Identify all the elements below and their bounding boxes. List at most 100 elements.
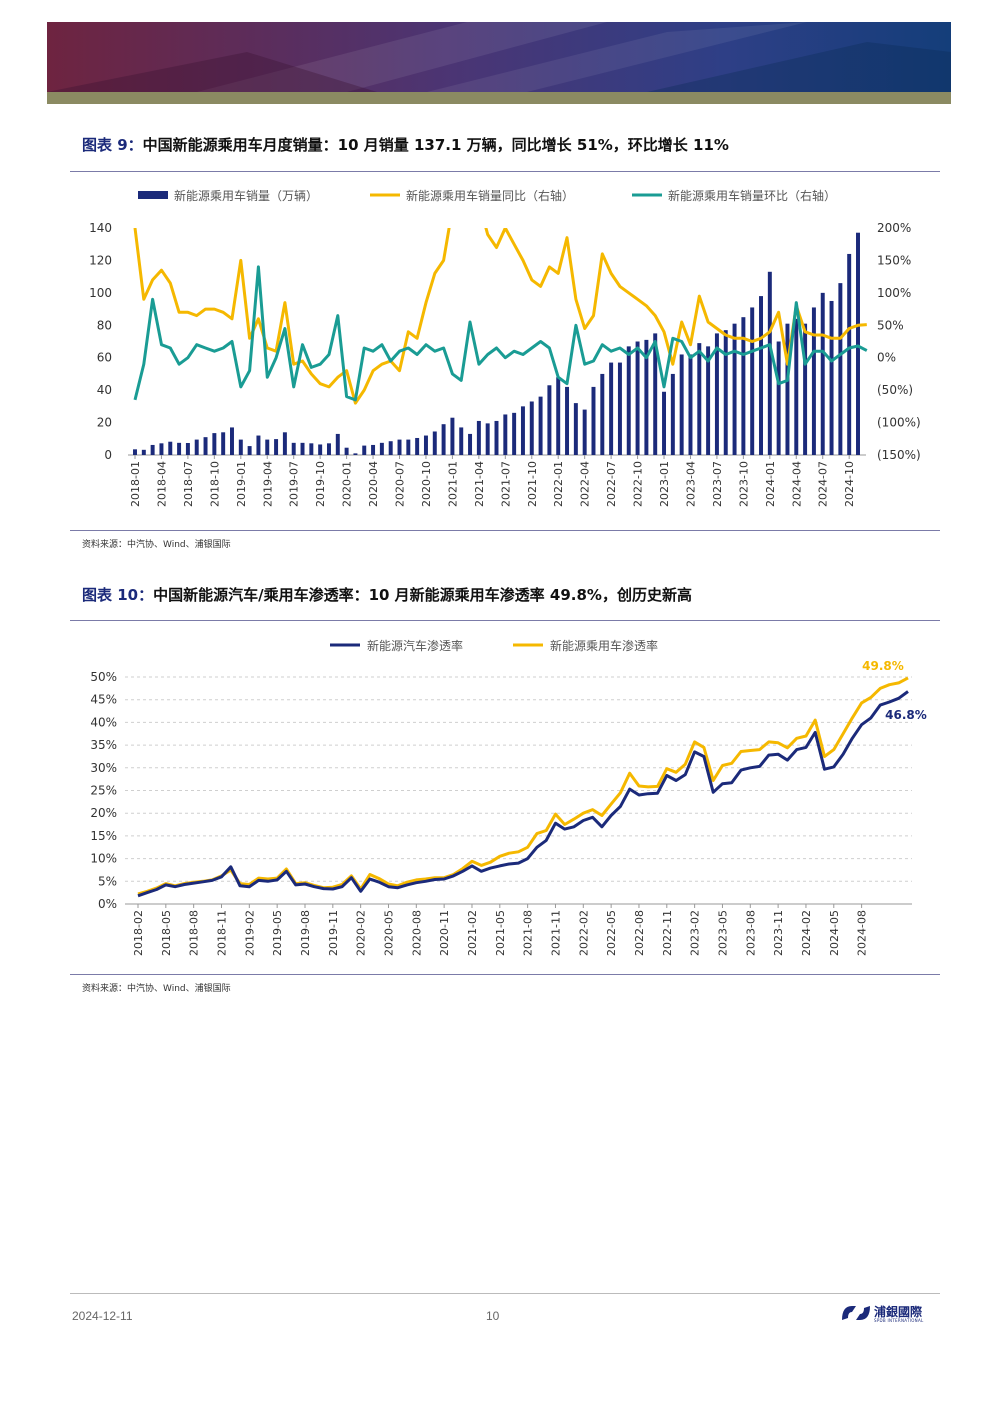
sales-bar bbox=[406, 439, 411, 455]
header-banner bbox=[47, 22, 951, 92]
sales-bar bbox=[811, 307, 816, 455]
sales-bar bbox=[529, 401, 534, 455]
sales-bar bbox=[326, 443, 331, 455]
y-tick-label: 140 bbox=[89, 221, 112, 235]
footer-date: 2024-12-11 bbox=[72, 1309, 133, 1323]
sales-bar bbox=[423, 435, 428, 455]
sales-bar bbox=[679, 354, 684, 455]
y-tick-label: 40 bbox=[97, 383, 112, 397]
sales-bar bbox=[362, 445, 367, 455]
y-tick-label: 0 bbox=[104, 448, 112, 462]
y-tick-label: 120 bbox=[89, 253, 112, 267]
y-tick-label: 25% bbox=[90, 784, 117, 798]
sales-bar bbox=[291, 442, 296, 455]
x-tick-label: 2021-01 bbox=[446, 461, 459, 507]
sales-bar bbox=[670, 373, 675, 455]
x-tick-label: 2020-07 bbox=[394, 461, 407, 507]
x-tick-label: 2018-05 bbox=[160, 910, 173, 956]
sales-bar bbox=[371, 444, 376, 455]
sales-bar bbox=[609, 362, 614, 455]
sales-bar bbox=[732, 323, 737, 455]
chart2-svg: 新能源汽车渗透率 新能源乘用车渗透率 50% 45% 40% 35% 30% 25% 20% 15… bbox=[90, 638, 927, 956]
sales-bar bbox=[379, 442, 384, 455]
sales-bar bbox=[494, 420, 499, 455]
x-tick-label: 2021-11 bbox=[549, 910, 562, 956]
x-tick-label: 2023-10 bbox=[737, 461, 750, 507]
x-tick-label: 2020-11 bbox=[438, 910, 451, 956]
legend-label: 新能源乘用车销量环比（右轴） bbox=[668, 188, 836, 203]
x-tick-label: 2023-02 bbox=[689, 910, 702, 956]
sales-bar bbox=[573, 403, 578, 455]
x-tick-label: 2018-02 bbox=[132, 910, 145, 956]
sales-bar bbox=[503, 414, 508, 455]
x-tick-label: 2018-01 bbox=[129, 461, 142, 507]
sales-bar bbox=[168, 441, 173, 455]
sales-bar bbox=[450, 417, 455, 455]
end-label-nev: 46.8% bbox=[885, 708, 927, 722]
x-tick-label: 2018-04 bbox=[155, 461, 168, 507]
y2-tick-label: (150%) bbox=[877, 448, 921, 462]
sales-bar bbox=[388, 441, 393, 455]
chart1-title-label: 图表 9： bbox=[82, 136, 143, 154]
x-tick-label: 2023-04 bbox=[684, 461, 697, 507]
sales-bar bbox=[565, 386, 570, 455]
x-tick-label: 2021-05 bbox=[494, 910, 507, 956]
sales-bar bbox=[820, 292, 825, 455]
sales-bar bbox=[133, 449, 137, 455]
logo-subtext: SPDB INTERNATIONAL bbox=[874, 1318, 924, 1323]
sales-bar bbox=[582, 409, 587, 455]
x-tick-label: 2018-08 bbox=[188, 910, 201, 956]
nev-line bbox=[137, 690, 909, 898]
logo-text: 浦銀國際 bbox=[874, 1305, 923, 1319]
x-tick-label: 2024-08 bbox=[856, 910, 869, 956]
y-tick-label: 30% bbox=[90, 761, 117, 775]
sales-bar bbox=[159, 443, 164, 455]
x-tick-label: 2019-05 bbox=[271, 910, 284, 956]
sales-bar bbox=[600, 373, 605, 455]
chart1-bottom-rule bbox=[70, 530, 940, 531]
sales-bar bbox=[750, 307, 755, 455]
y2-tick-label: 0% bbox=[877, 351, 896, 365]
sales-bar bbox=[626, 346, 631, 455]
y-tick-label: 100 bbox=[89, 286, 112, 300]
sales-bar bbox=[644, 339, 649, 455]
y2-tick-label: (100%) bbox=[877, 416, 921, 430]
sales-bar bbox=[794, 318, 799, 455]
sales-bar bbox=[803, 323, 808, 455]
sales-bar bbox=[265, 439, 270, 455]
x-tick-label: 2022-08 bbox=[633, 910, 646, 956]
x-tick-label: 2018-07 bbox=[182, 461, 195, 507]
x-tick-label: 2019-10 bbox=[314, 461, 327, 507]
sales-bar bbox=[847, 253, 852, 455]
sales-bar bbox=[714, 333, 719, 455]
mom-line bbox=[133, 265, 868, 402]
sales-bar bbox=[238, 439, 243, 455]
sales-bar bbox=[697, 343, 702, 455]
sales-bar bbox=[335, 433, 340, 455]
sales-bar bbox=[459, 427, 464, 455]
x-tick-label: 2019-08 bbox=[299, 910, 312, 956]
x-tick-label: 2020-08 bbox=[410, 910, 423, 956]
sales-bar bbox=[282, 432, 287, 455]
sales-bar bbox=[415, 437, 420, 455]
x-tick-label: 2022-04 bbox=[579, 461, 592, 507]
y-tick-label: 45% bbox=[90, 693, 117, 707]
y2-tick-label: 50% bbox=[877, 318, 904, 332]
x-tick-label: 2021-10 bbox=[526, 461, 539, 507]
sales-bar bbox=[476, 420, 481, 455]
legend-swatch-sales bbox=[138, 191, 168, 199]
sales-bar bbox=[432, 431, 437, 455]
x-tick-label: 2024-04 bbox=[790, 461, 803, 507]
x-tick-label: 2022-07 bbox=[605, 461, 618, 507]
y-tick-label: 15% bbox=[90, 829, 117, 843]
sales-bar bbox=[150, 444, 155, 455]
x-tick-label: 2022-02 bbox=[577, 910, 590, 956]
sales-bar bbox=[653, 333, 658, 455]
sales-bar bbox=[177, 442, 182, 455]
chart1-title-text: 中国新能源乘用车月度销量：10 月销量 137.1 万辆，同比增长 51%，环比… bbox=[142, 136, 729, 154]
x-tick-label: 2020-02 bbox=[355, 910, 368, 956]
x-tick-label: 2022-05 bbox=[605, 910, 618, 956]
x-tick-label: 2021-04 bbox=[473, 461, 486, 507]
x-tick-label: 2021-08 bbox=[522, 910, 535, 956]
sales-bar bbox=[688, 354, 693, 455]
